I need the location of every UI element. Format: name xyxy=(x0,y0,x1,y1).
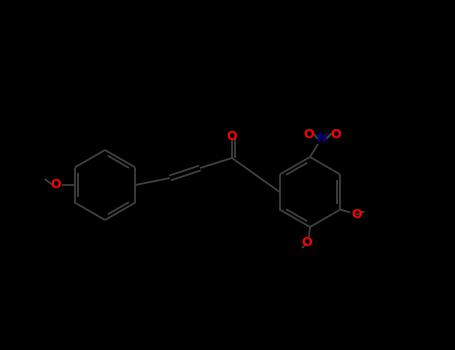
Text: O: O xyxy=(303,127,314,140)
Text: O: O xyxy=(51,178,61,191)
Text: O: O xyxy=(227,130,238,143)
Text: O: O xyxy=(302,237,312,250)
Text: O: O xyxy=(331,127,341,140)
Text: N: N xyxy=(317,133,327,146)
Text: O: O xyxy=(351,208,362,221)
